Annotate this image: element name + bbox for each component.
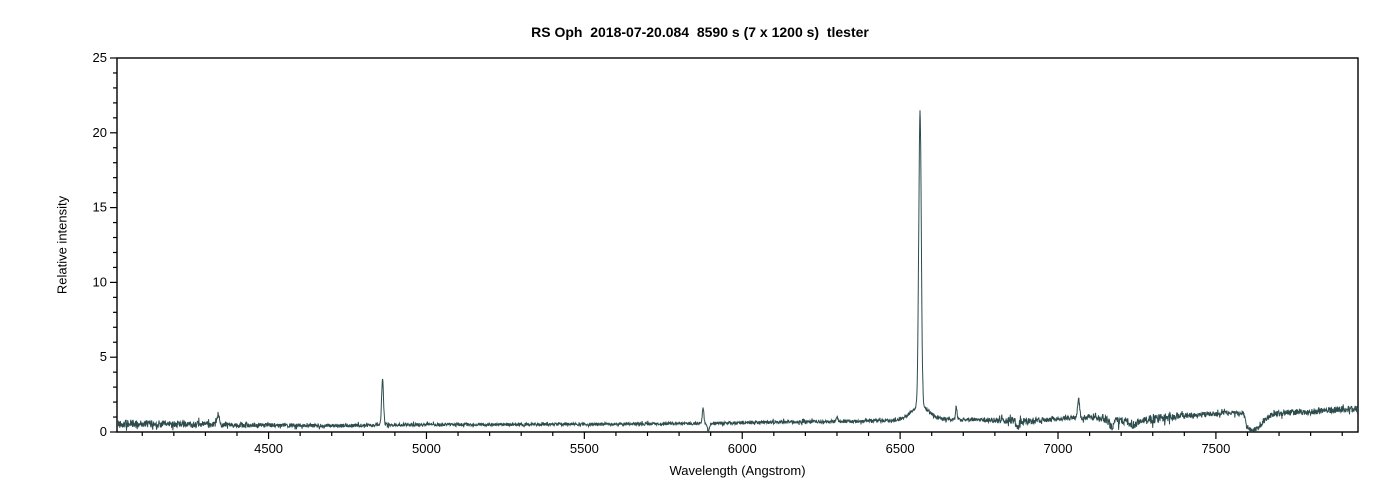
x-tick-label: 5500 — [570, 441, 599, 456]
x-tick-label: 7500 — [1201, 441, 1230, 456]
x-tick-label: 6000 — [728, 441, 757, 456]
x-axis-label: Wavelength (Angstrom) — [669, 463, 806, 478]
x-tick-label: 5000 — [412, 441, 441, 456]
y-tick-label: 10 — [93, 274, 107, 289]
plot-frame — [116, 57, 1359, 433]
y-tick-label: 15 — [93, 200, 107, 215]
y-tick-label: 25 — [93, 50, 107, 65]
x-tick-label: 7000 — [1044, 441, 1073, 456]
y-tick-label: 0 — [100, 424, 107, 439]
x-tick-label: 6500 — [886, 441, 915, 456]
y-tick-label: 20 — [93, 125, 107, 140]
spectrum-trace — [117, 110, 1358, 434]
chart-title: RS Oph 2018-07-20.084 8590 s (7 x 1200 s… — [531, 24, 869, 40]
x-tick-label: 4500 — [254, 441, 283, 456]
y-tick-label: 5 — [100, 349, 107, 364]
